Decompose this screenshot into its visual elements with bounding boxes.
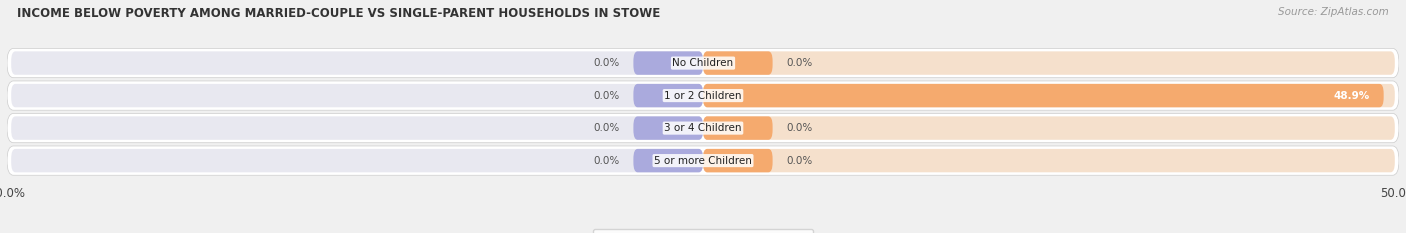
Text: 0.0%: 0.0%: [593, 91, 620, 101]
FancyBboxPatch shape: [633, 116, 703, 140]
Legend: Married Couples, Single Parents: Married Couples, Single Parents: [593, 229, 813, 233]
FancyBboxPatch shape: [633, 84, 703, 107]
Text: 0.0%: 0.0%: [593, 123, 620, 133]
FancyBboxPatch shape: [703, 84, 1384, 107]
FancyBboxPatch shape: [7, 81, 1399, 110]
Text: 0.0%: 0.0%: [593, 58, 620, 68]
Text: 0.0%: 0.0%: [786, 58, 813, 68]
FancyBboxPatch shape: [633, 149, 703, 172]
Text: INCOME BELOW POVERTY AMONG MARRIED-COUPLE VS SINGLE-PARENT HOUSEHOLDS IN STOWE: INCOME BELOW POVERTY AMONG MARRIED-COUPL…: [17, 7, 661, 20]
FancyBboxPatch shape: [11, 51, 703, 75]
Text: 0.0%: 0.0%: [786, 156, 813, 166]
FancyBboxPatch shape: [703, 149, 773, 172]
Text: 1 or 2 Children: 1 or 2 Children: [664, 91, 742, 101]
Text: 48.9%: 48.9%: [1333, 91, 1369, 101]
Text: 0.0%: 0.0%: [786, 123, 813, 133]
Text: Source: ZipAtlas.com: Source: ZipAtlas.com: [1278, 7, 1389, 17]
FancyBboxPatch shape: [703, 149, 1395, 172]
FancyBboxPatch shape: [7, 146, 1399, 175]
FancyBboxPatch shape: [11, 84, 703, 107]
Text: 0.0%: 0.0%: [593, 156, 620, 166]
Text: 3 or 4 Children: 3 or 4 Children: [664, 123, 742, 133]
FancyBboxPatch shape: [703, 84, 1395, 107]
FancyBboxPatch shape: [633, 51, 703, 75]
FancyBboxPatch shape: [703, 116, 773, 140]
FancyBboxPatch shape: [11, 116, 703, 140]
Text: No Children: No Children: [672, 58, 734, 68]
FancyBboxPatch shape: [703, 51, 773, 75]
Text: 5 or more Children: 5 or more Children: [654, 156, 752, 166]
FancyBboxPatch shape: [7, 113, 1399, 143]
FancyBboxPatch shape: [7, 48, 1399, 78]
FancyBboxPatch shape: [11, 149, 703, 172]
FancyBboxPatch shape: [703, 51, 1395, 75]
FancyBboxPatch shape: [703, 116, 1395, 140]
